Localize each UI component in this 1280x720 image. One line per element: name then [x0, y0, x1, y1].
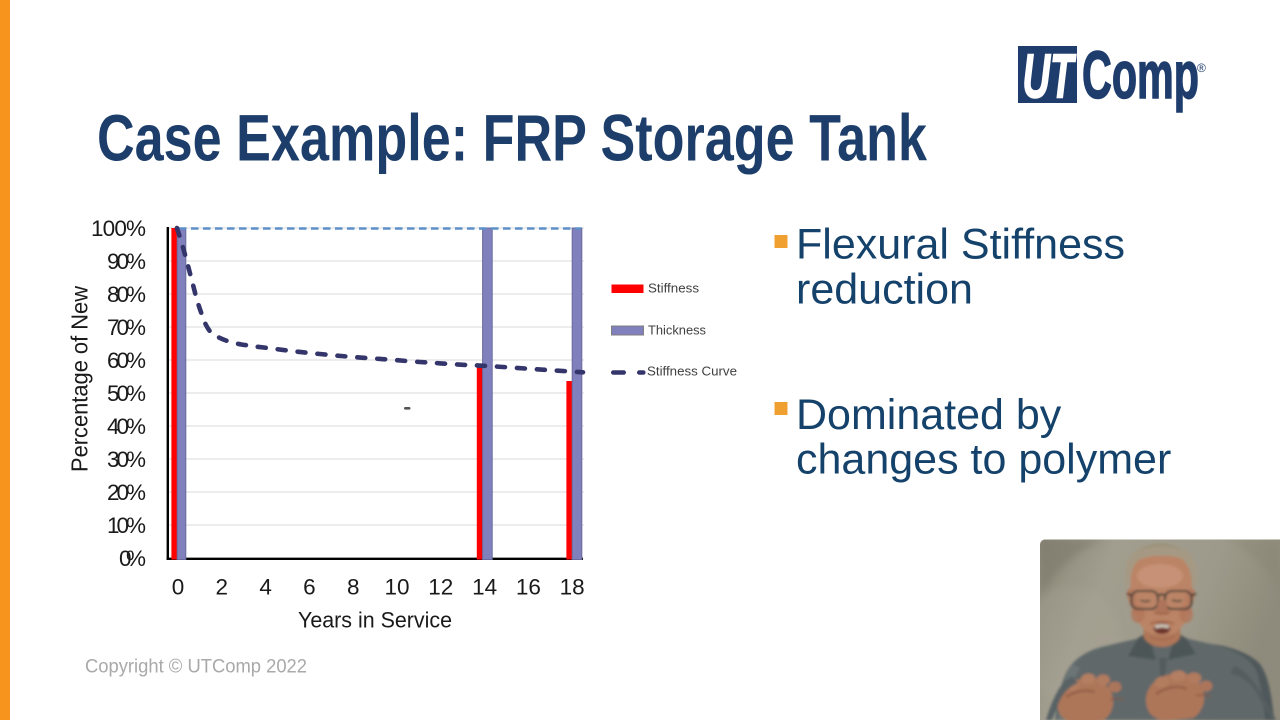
- svg-text:20%: 20%: [107, 480, 146, 505]
- svg-text:30%: 30%: [107, 447, 146, 472]
- svg-text:50%: 50%: [107, 381, 146, 406]
- svg-text:10: 10: [384, 575, 409, 600]
- svg-text:10%: 10%: [107, 513, 146, 538]
- svg-text:12: 12: [428, 575, 453, 600]
- svg-text:Flexural Stiffness: Flexural Stiffness: [796, 220, 1125, 268]
- svg-text:Comp: Comp: [1082, 38, 1199, 113]
- svg-text:100%: 100%: [91, 216, 146, 241]
- svg-text:0: 0: [172, 575, 185, 600]
- svg-text:90%: 90%: [107, 249, 146, 274]
- svg-text:Stiffness Curve: Stiffness Curve: [647, 364, 737, 379]
- svg-text:Percentage of New: Percentage of New: [67, 286, 93, 472]
- svg-text:0%: 0%: [119, 546, 146, 571]
- svg-text:8: 8: [347, 575, 360, 600]
- svg-text:reduction: reduction: [796, 266, 973, 314]
- svg-text:6: 6: [303, 575, 316, 600]
- svg-text:4: 4: [259, 575, 272, 600]
- svg-text:UT: UT: [1023, 43, 1077, 112]
- svg-text:®: ®: [1197, 61, 1206, 75]
- svg-text:16: 16: [516, 575, 541, 600]
- svg-text:60%: 60%: [107, 348, 146, 373]
- svg-text:80%: 80%: [107, 282, 146, 307]
- svg-text:70%: 70%: [107, 315, 146, 340]
- svg-text:Years in Service: Years in Service: [298, 608, 452, 633]
- svg-text:Copyright © UTComp 2022: Copyright © UTComp 2022: [85, 657, 307, 678]
- svg-text:Case Example: FRP Storage Tank: Case Example: FRP Storage Tank: [97, 101, 927, 175]
- svg-text:14: 14: [472, 575, 497, 600]
- svg-text:40%: 40%: [107, 414, 146, 439]
- svg-text:Stiffness: Stiffness: [648, 281, 700, 296]
- svg-text:Thickness: Thickness: [648, 323, 706, 338]
- svg-text:2: 2: [216, 575, 229, 600]
- svg-text:changes to polymer: changes to polymer: [796, 435, 1171, 483]
- svg-text:Dominated by: Dominated by: [796, 391, 1062, 439]
- svg-text:18: 18: [560, 575, 585, 600]
